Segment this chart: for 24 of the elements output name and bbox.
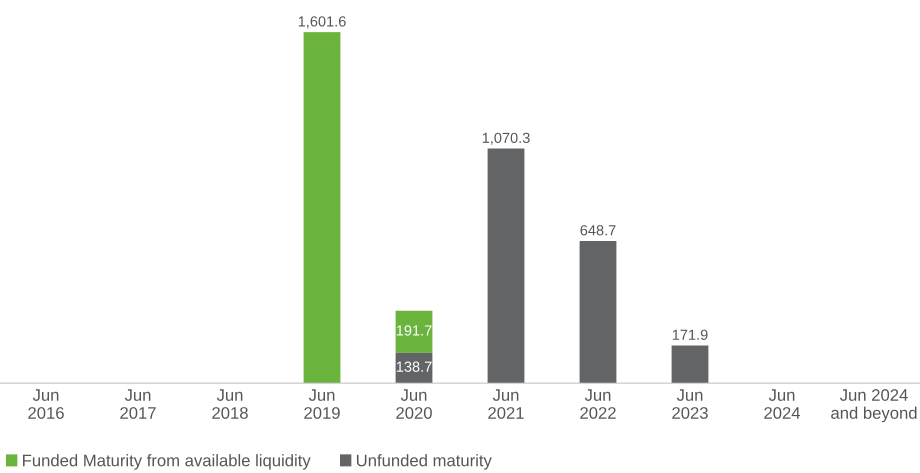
bar — [672, 345, 708, 384]
data-label: 171.9 — [672, 330, 708, 340]
data-label: 648.7 — [580, 225, 616, 236]
data-label: 138.7 — [396, 362, 432, 372]
data-label: 1,601.6 — [298, 16, 346, 28]
x-tick-label: Jun 2021 — [488, 389, 524, 419]
x-tick-label: Jun 2017 — [120, 389, 156, 419]
bar — [396, 352, 432, 384]
x-tick-label: Jun 2024 — [764, 389, 800, 419]
bar — [488, 148, 524, 384]
bar — [580, 240, 616, 384]
x-tick-label: Jun 2016 — [28, 389, 64, 419]
x-tick-label: Jun 2022 — [580, 389, 616, 419]
x-tick-label: Jun 2024 and beyond — [831, 389, 916, 422]
x-tick-label: Jun 2019 — [304, 389, 340, 419]
x-tick-label: Jun 2023 — [672, 389, 708, 419]
data-label: 191.7 — [396, 325, 432, 336]
x-tick-label: Jun 2018 — [212, 389, 248, 419]
bar — [304, 32, 340, 384]
bar — [396, 310, 432, 353]
data-label: 1,070.3 — [482, 132, 530, 145]
legend-label: Funded Maturity from available liquidity — [23, 454, 311, 470]
x-tick-label: Jun 2020 — [396, 389, 432, 419]
legend-label: Unfunded maturity — [356, 454, 492, 470]
